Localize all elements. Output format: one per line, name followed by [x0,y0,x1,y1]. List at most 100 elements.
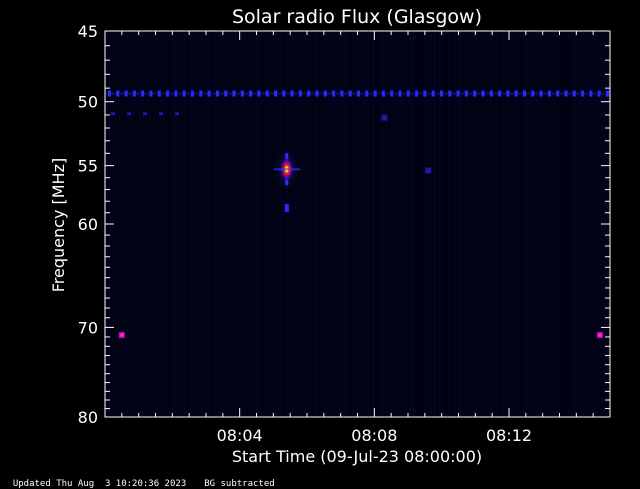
band-dot [539,90,543,97]
texture-column [142,32,144,416]
texture-column [538,32,540,416]
bg-note: BG subtracted [204,479,275,489]
band-dot [191,90,194,97]
texture-column [589,32,591,416]
texture-column [502,32,504,416]
plot-background [105,31,610,417]
texture-column [283,32,285,416]
texture-column [172,32,174,416]
band-dot [606,90,609,97]
texture-column [466,32,468,416]
texture-column [124,32,126,416]
texture-column [319,32,321,416]
texture-column [121,32,123,416]
texture-column [361,32,363,416]
band-dot [207,90,211,97]
texture-column [223,32,225,416]
texture-column [439,32,441,416]
band-dot [481,90,485,97]
texture-column [487,32,489,416]
texture-column [184,32,186,416]
texture-column [382,32,384,416]
band-dot-secondary [127,112,131,116]
texture-column [388,32,390,416]
texture-column [415,32,417,416]
spot [381,114,388,121]
texture-column [514,32,516,416]
texture-column [358,32,360,416]
band-dot [240,90,244,97]
band-dot [523,90,526,97]
texture-column [433,32,435,416]
texture-column [175,32,177,416]
x-axis: 08:04 08:08 08:12 [104,31,611,445]
texture-column [556,32,558,416]
texture-column [259,32,261,416]
texture-column [409,32,411,416]
band-dot-secondary [111,112,115,116]
texture-column [145,32,147,416]
band-dot [498,90,502,97]
texture-column [550,32,552,416]
texture-column [463,32,465,416]
texture-column [583,32,585,416]
texture-column [481,32,483,416]
texture-column [376,32,378,416]
texture-column [226,32,228,416]
texture-column [334,32,336,416]
band-dot [332,90,336,97]
texture-column [229,32,231,416]
texture-column [493,32,495,416]
y-tick-label: 70 [78,318,98,337]
band-dot [124,90,128,97]
texture-column [496,32,498,416]
texture-column [586,32,588,416]
texture-column [211,32,213,416]
texture-column [451,32,453,416]
texture-column [391,32,393,416]
burst-hstreak [273,168,300,171]
texture-column [349,32,351,416]
texture-column [313,32,315,416]
texture-column [253,32,255,416]
texture-column [568,32,570,416]
texture-column [430,32,432,416]
texture-column [208,32,210,416]
texture-column [115,32,117,416]
band-dot [473,90,477,97]
spot-core [120,333,124,337]
texture-column [406,32,408,416]
band-dot [257,90,261,97]
texture-column [580,32,582,416]
texture-column [352,32,354,416]
texture-column [292,32,294,416]
texture-column [202,32,204,416]
texture-column [418,32,420,416]
band-dot [132,90,136,97]
texture-column [574,32,576,416]
band-dot [464,90,468,97]
texture-column [130,32,132,416]
burst-echo [284,204,289,213]
band-dot [348,90,352,97]
texture-column [397,32,399,416]
band-dot [182,90,186,97]
y-tick-label: 60 [78,215,98,234]
band-dot [581,90,585,97]
band-dot [274,90,277,97]
texture-column [571,32,573,416]
band-dot [298,90,302,97]
x-tick-label: 08:04 [217,426,263,445]
band-dot [224,90,228,97]
band-dot [199,90,203,97]
band-dot [215,90,219,97]
texture-column [460,32,462,416]
texture-column [286,32,288,416]
band-dot [174,90,178,97]
band-dot [381,90,385,97]
texture-column [193,32,195,416]
texture-column [178,32,180,416]
texture-column [442,32,444,416]
texture-column [310,32,312,416]
texture-column [370,32,372,416]
